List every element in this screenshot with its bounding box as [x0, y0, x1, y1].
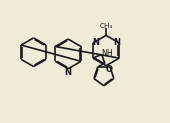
Text: N: N	[92, 38, 99, 47]
Text: NH: NH	[101, 49, 113, 58]
Text: CH₃: CH₃	[99, 23, 113, 29]
Text: O: O	[106, 65, 113, 74]
Text: N: N	[113, 38, 120, 47]
Text: N: N	[65, 68, 72, 77]
